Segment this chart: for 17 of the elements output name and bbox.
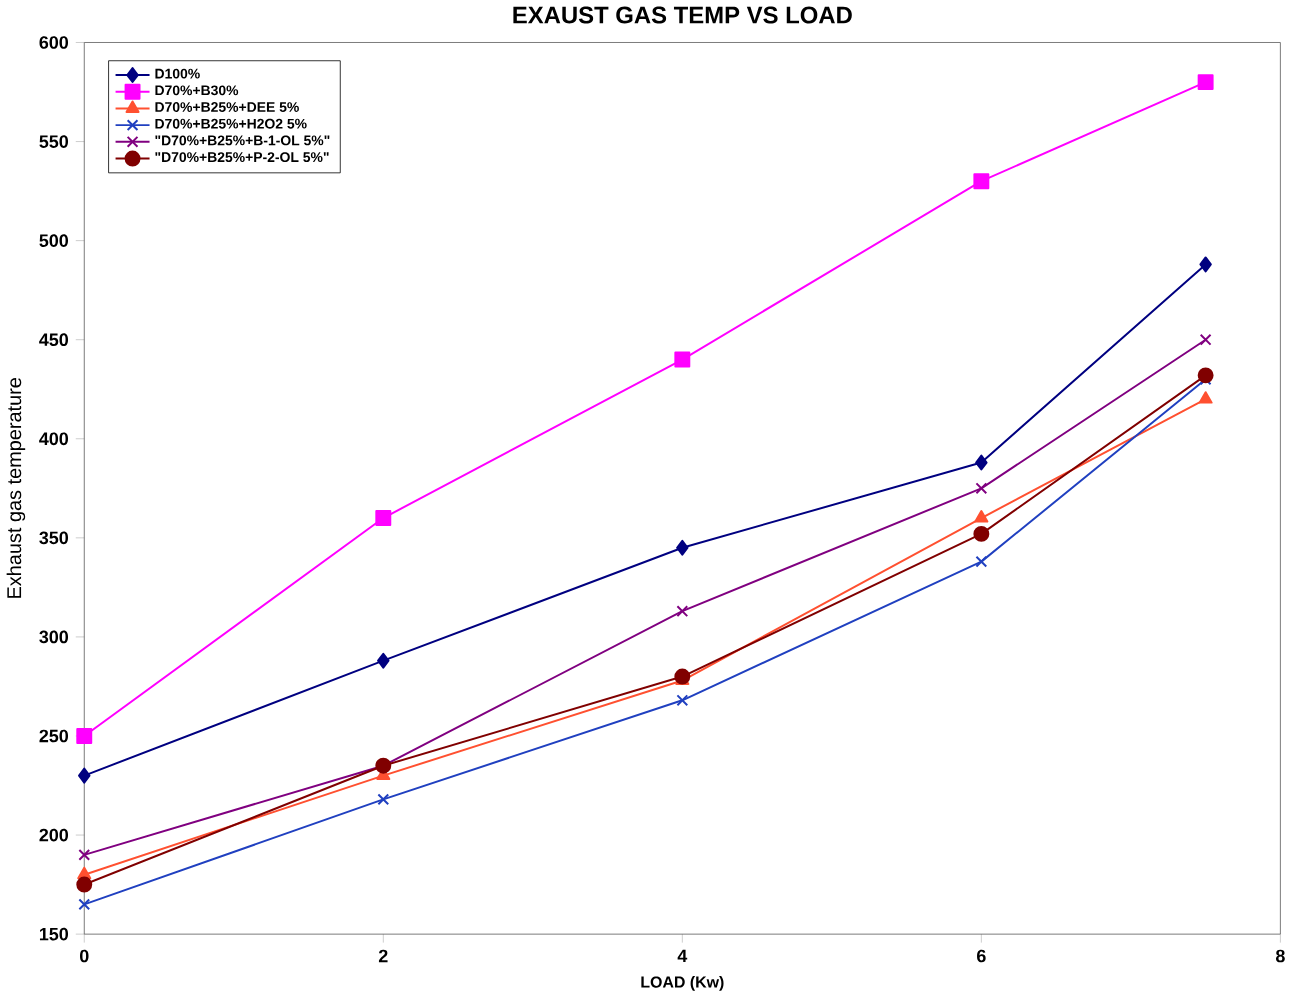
y-tick-label: 550 <box>39 135 69 149</box>
x-tick-label: 4 <box>677 949 688 963</box>
y-tick-label: 500 <box>39 234 69 248</box>
y-axis-title: Exhaust gas temperature <box>6 378 26 599</box>
y-tick-label: 300 <box>39 630 69 644</box>
y-tick-label: 350 <box>39 531 69 545</box>
y-tick-label: 600 <box>39 36 69 50</box>
x-tick-label: 2 <box>378 949 388 963</box>
x-tick-label: 0 <box>80 949 89 963</box>
y-tick-label: 250 <box>39 729 69 743</box>
y-tick-label: 400 <box>39 432 69 446</box>
y-tick-label: 150 <box>39 928 69 941</box>
x-tick-label: 6 <box>977 949 986 963</box>
y-tick-label: 200 <box>39 828 69 842</box>
chart-title: EXAUST GAS TEMP VS LOAD <box>513 6 852 24</box>
y-tick-label: 450 <box>39 333 69 347</box>
x-tick-label: 8 <box>1275 949 1285 963</box>
